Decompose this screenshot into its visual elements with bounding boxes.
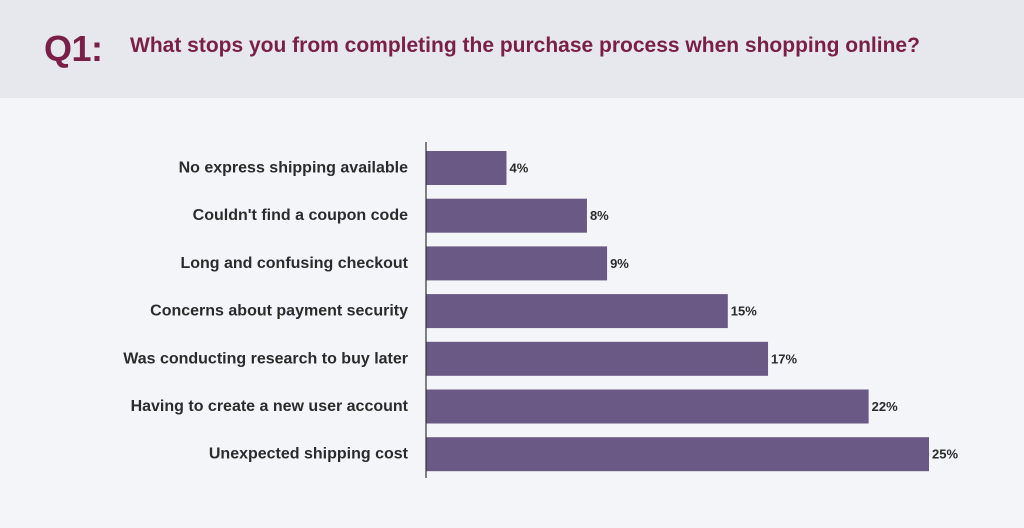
bar xyxy=(426,246,608,281)
category-label: Was conducting research to buy later xyxy=(123,350,408,367)
question-title: What stops you from completing the purch… xyxy=(130,34,920,57)
bar xyxy=(426,389,869,424)
value-label: 4% xyxy=(509,161,528,176)
value-label: 17% xyxy=(771,351,797,366)
bar xyxy=(426,294,728,329)
category-label: Couldn't find a coupon code xyxy=(193,207,408,224)
category-label: Concerns about payment security xyxy=(150,303,408,320)
value-label: 15% xyxy=(731,304,757,319)
question-number: Q1: xyxy=(44,28,103,69)
value-label: 9% xyxy=(610,256,629,271)
category-label: Long and confusing checkout xyxy=(180,255,408,272)
bar xyxy=(426,437,929,472)
value-label: 8% xyxy=(590,208,609,223)
category-label: Having to create a new user account xyxy=(131,398,409,415)
bar xyxy=(426,198,587,233)
category-label: Unexpected shipping cost xyxy=(209,446,409,463)
bars-group: No express shipping available 4% Couldn't … xyxy=(123,151,958,472)
bar xyxy=(426,341,769,376)
bar-chart: No express shipping available 4% Couldn't … xyxy=(123,142,958,478)
value-label: 25% xyxy=(932,447,958,462)
chart-area: No express shipping available 4% Couldn't … xyxy=(0,98,1024,523)
value-label: 22% xyxy=(872,399,898,414)
header-banner: Q1: What stops you from completing the p… xyxy=(0,0,1024,98)
bar xyxy=(426,151,507,185)
category-label: No express shipping available xyxy=(179,160,409,177)
